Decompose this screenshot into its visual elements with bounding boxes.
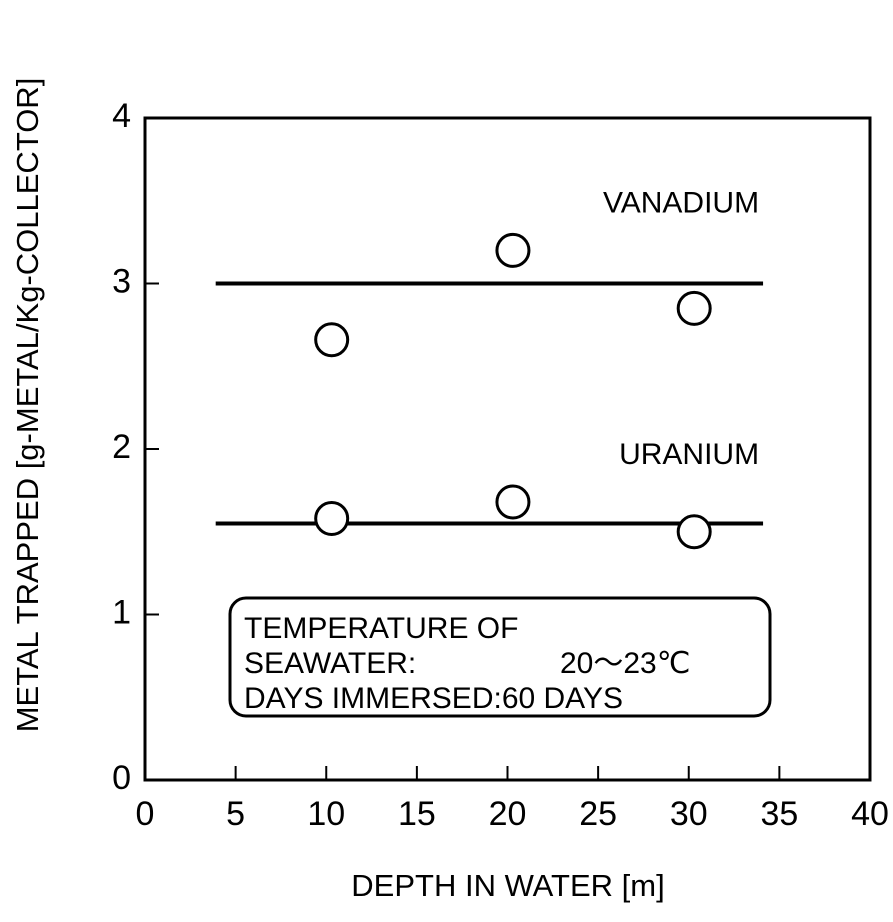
annotation-box xyxy=(228,596,772,718)
data-point xyxy=(676,290,712,326)
x-axis-title: DEPTH IN WATER [m] xyxy=(351,868,664,903)
y-tick-label: 0 xyxy=(112,759,131,797)
data-point xyxy=(314,322,350,358)
annotation-text: TEMPERATURE OF xyxy=(244,612,518,645)
data-point xyxy=(495,484,531,520)
y-tick-label: 1 xyxy=(112,593,131,631)
data-point xyxy=(314,501,350,537)
plot-frame xyxy=(143,116,872,782)
data-point xyxy=(495,232,531,268)
x-tick-label: 5 xyxy=(226,795,245,833)
y-axis-title: METAL TRAPPED [g-METAL/Kg-COLLECTOR] xyxy=(10,78,45,733)
data-point xyxy=(676,514,712,550)
y-tick-label: 3 xyxy=(112,262,131,300)
x-tick-label: 25 xyxy=(579,795,617,833)
x-tick-label: 0 xyxy=(136,795,155,833)
annotation-text: 20〜23℃ xyxy=(560,647,690,680)
series-label: VANADIUM xyxy=(603,186,759,219)
annotation-text: DAYS IMMERSED:60 DAYS xyxy=(244,682,623,715)
x-tick-label: 10 xyxy=(307,795,345,833)
x-tick-label: 15 xyxy=(398,795,436,833)
annotation-text: SEAWATER: xyxy=(244,647,416,680)
x-tick-label: 20 xyxy=(489,795,527,833)
y-tick-label: 2 xyxy=(112,428,131,466)
x-tick-label: 30 xyxy=(670,795,708,833)
y-tick-label: 4 xyxy=(112,97,131,135)
series-label: URANIUM xyxy=(619,438,759,471)
x-tick-label: 40 xyxy=(851,795,889,833)
x-tick-label: 35 xyxy=(760,795,798,833)
